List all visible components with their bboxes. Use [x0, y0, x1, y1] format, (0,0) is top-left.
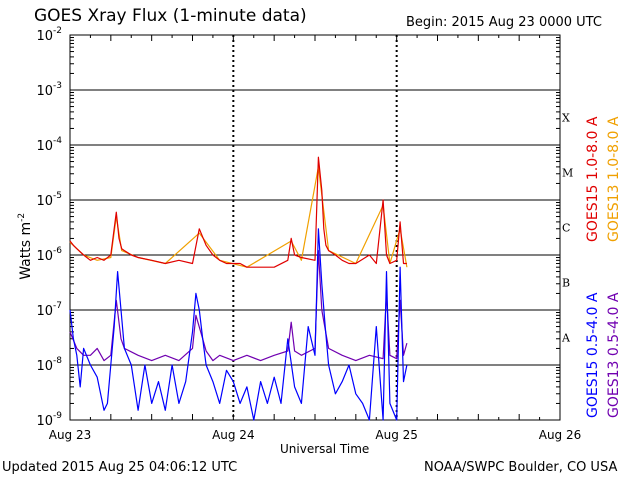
legend-goes15-0-5-4-0-a: GOES15 0.5-4.0 A — [585, 292, 601, 418]
series-goes15-1-0-8-0-a — [69, 156, 407, 268]
flare-class-m: M — [562, 167, 573, 180]
x-tick-label: Aug 26 — [539, 428, 582, 442]
y-tick-label: 10-3 — [36, 81, 62, 99]
x-tick-label: Aug 23 — [49, 428, 92, 442]
flare-class-a: A — [561, 332, 571, 345]
chart-title: GOES Xray Flux (1-minute data) — [34, 6, 307, 26]
y-tick-label: 10-2 — [36, 26, 62, 44]
y-tick-label: 10-8 — [36, 356, 62, 374]
flare-class-c: C — [562, 222, 570, 235]
y-tick-label: 10-5 — [36, 191, 62, 209]
y-tick-label: 10-9 — [36, 411, 62, 429]
series-goes13-1-0-8-0-a — [69, 166, 408, 268]
updated-time: Updated 2015 Aug 25 04:06:12 UTC — [2, 460, 238, 475]
legend-goes15-1-0-8-0-a: GOES15 1.0-8.0 A — [585, 116, 601, 242]
flare-class-x: X — [562, 112, 570, 125]
legend-goes13-0-5-4-0-a: GOES13 0.5-4.0 A — [606, 292, 622, 418]
series-goes15-0-5-4-0-a — [69, 228, 408, 421]
plot-frame — [69, 34, 561, 421]
x-axis-label: Universal Time — [280, 442, 370, 456]
x-tick-label: Aug 25 — [375, 428, 418, 442]
begin-time: Begin: 2015 Aug 23 0000 UTC — [406, 15, 602, 30]
y-tick-label: 10-4 — [36, 136, 62, 154]
flare-class-b: B — [562, 277, 570, 290]
y-tick-label: 10-6 — [36, 246, 62, 264]
x-tick-label: Aug 24 — [212, 428, 255, 442]
y-tick-label: 10-7 — [36, 301, 62, 319]
legend-goes13-1-0-8-0-a: GOES13 1.0-8.0 A — [606, 116, 622, 242]
credit-text: NOAA/SWPC Boulder, CO USA — [424, 460, 618, 475]
